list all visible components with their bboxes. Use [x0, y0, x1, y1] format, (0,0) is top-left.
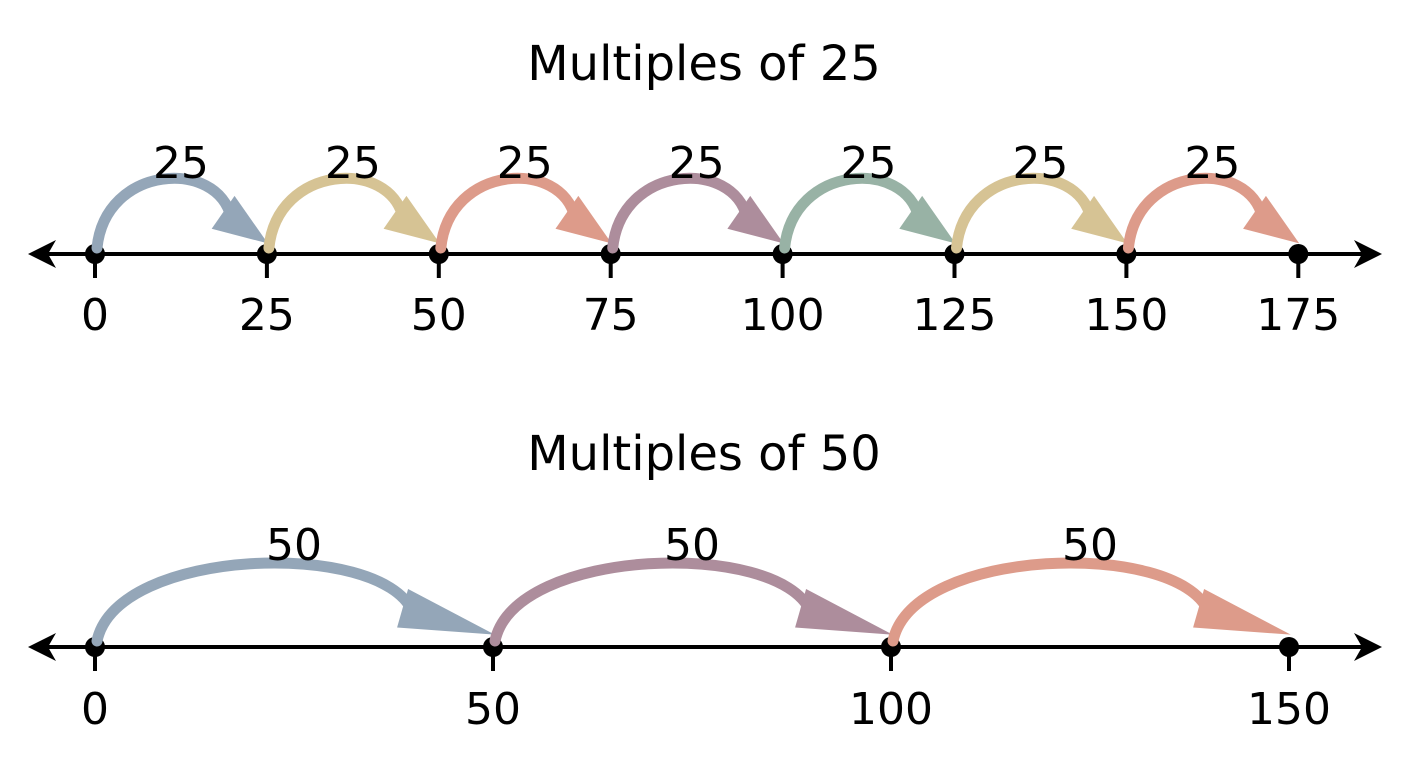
tick-label: 100	[849, 684, 933, 735]
jump-arrowhead	[1071, 195, 1128, 244]
tick-label: 0	[81, 290, 109, 341]
tick-label: 175	[1256, 290, 1340, 341]
jump-arc	[1122, 172, 1269, 254]
tick-label: 150	[1084, 290, 1168, 341]
jump-arc	[779, 172, 925, 254]
tick-label: 50	[465, 684, 521, 735]
jump-label: 25	[497, 138, 553, 189]
jump-arc	[263, 172, 409, 254]
jump-arrowhead	[727, 195, 784, 244]
jump-label: 25	[669, 138, 725, 189]
jump-label: 25	[1184, 138, 1240, 189]
axis-arrow-left	[28, 240, 56, 268]
jump-label: 25	[1012, 138, 1068, 189]
jump-label: 50	[266, 520, 322, 571]
point-dot	[1288, 244, 1309, 264]
tick-label: 125	[913, 290, 997, 341]
jump-arrowhead	[211, 195, 268, 244]
jump-arrowhead	[383, 195, 440, 244]
jump-arc	[91, 172, 237, 254]
jump-label: 50	[1062, 520, 1118, 571]
jump-label: 25	[153, 138, 209, 189]
jump-arrowhead	[555, 195, 612, 244]
jump-arrowhead	[899, 195, 956, 244]
jump-arrowhead	[795, 589, 893, 635]
jump-arc	[607, 172, 753, 254]
jump-label: 25	[325, 138, 381, 189]
tick-label: 0	[81, 684, 109, 735]
axis-arrow-left	[28, 633, 56, 661]
jump-arc	[435, 172, 581, 254]
jump-arrowhead	[397, 589, 495, 635]
line-title: Multiples of 25	[527, 36, 881, 92]
line-title: Multiples of 50	[527, 426, 881, 482]
jump-arc	[887, 557, 1214, 647]
tick-label: 100	[741, 290, 825, 341]
axis-arrow-right	[1354, 240, 1382, 268]
tick-label: 150	[1247, 684, 1331, 735]
jump-arrowhead	[1243, 195, 1300, 244]
jump-arc	[951, 172, 1097, 254]
jump-label: 25	[841, 138, 897, 189]
point-dot	[1279, 637, 1299, 657]
tick-label: 50	[411, 290, 467, 341]
jump-arrowhead	[1193, 589, 1291, 635]
axis-arrow-right	[1354, 633, 1382, 661]
jump-label: 50	[664, 520, 720, 571]
tick-label: 75	[583, 290, 639, 341]
jump-arc	[91, 557, 418, 647]
tick-label: 25	[239, 290, 295, 341]
jump-arc	[489, 557, 816, 647]
